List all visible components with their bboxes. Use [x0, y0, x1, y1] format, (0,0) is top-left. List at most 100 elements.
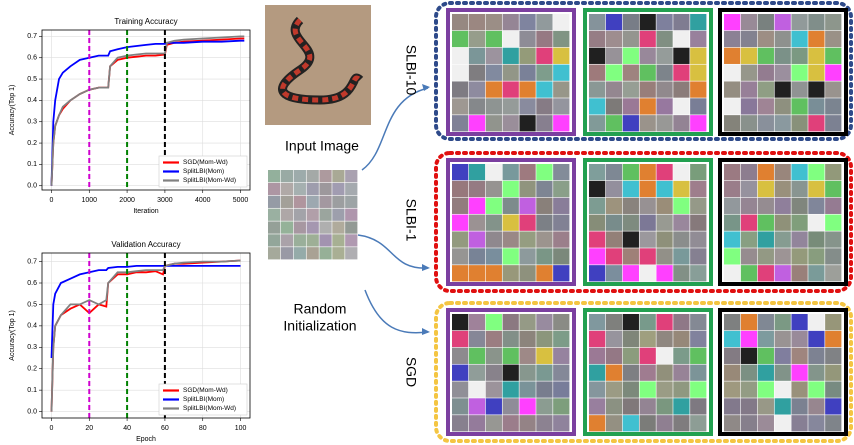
filter-cell	[758, 31, 774, 47]
filter-cell	[775, 81, 791, 97]
x-tick-label: 40	[123, 425, 131, 432]
filter-cell	[690, 248, 706, 264]
filter-cell	[690, 415, 706, 431]
filter-cell	[536, 115, 552, 131]
x-tick-label: 0	[50, 425, 54, 432]
filter-cell	[775, 198, 791, 214]
filter-cell	[281, 183, 293, 195]
y-tick-label: 0.7	[27, 258, 37, 265]
filter-cell	[724, 231, 740, 247]
filter-cell	[656, 398, 672, 414]
filter-grids	[448, 10, 846, 434]
filter-cell	[673, 181, 689, 197]
filter-cell	[536, 398, 552, 414]
filter-cell	[452, 14, 468, 30]
filter-cell	[623, 48, 639, 64]
filter-cell	[825, 331, 841, 347]
filter-cell	[775, 181, 791, 197]
filter-cell	[589, 348, 605, 364]
filter-cell	[758, 231, 774, 247]
filter-cell	[606, 31, 622, 47]
filter-cell	[536, 181, 552, 197]
filter-cell	[825, 115, 841, 131]
filter-cell	[775, 248, 791, 264]
filter-cell	[656, 415, 672, 431]
filter-cell	[808, 181, 824, 197]
filter-cell	[825, 398, 841, 414]
filter-cell	[469, 164, 485, 180]
filter-cell	[690, 348, 706, 364]
filter-cell	[724, 314, 740, 330]
filter-cell	[486, 164, 502, 180]
filter-cell	[307, 247, 319, 259]
filter-cell	[536, 98, 552, 114]
filter-cell	[319, 247, 331, 259]
filter-cell	[775, 65, 791, 81]
filter-cell	[724, 248, 740, 264]
filter-cell	[486, 115, 502, 131]
filter-cell	[673, 331, 689, 347]
filter-cell	[281, 221, 293, 233]
input-image	[265, 5, 371, 125]
filter-cell	[673, 265, 689, 281]
filter-cell	[825, 381, 841, 397]
filter-cell	[690, 31, 706, 47]
filter-cell	[486, 198, 502, 214]
filter-cell	[503, 265, 519, 281]
filter-cell	[741, 231, 757, 247]
y-tick-label: 0.6	[27, 55, 37, 62]
filter-cell	[319, 196, 331, 208]
y-tick-label: 0.4	[27, 97, 37, 104]
y-tick-label: 0.7	[27, 33, 37, 40]
filter-cell	[673, 231, 689, 247]
filter-cell	[589, 398, 605, 414]
filter-cell	[332, 183, 344, 195]
filter-cell	[673, 48, 689, 64]
y-tick-label: 0.2	[27, 140, 37, 147]
filter-cell	[519, 265, 535, 281]
filter-cell	[690, 164, 706, 180]
filter-cell	[486, 14, 502, 30]
filter-cell	[640, 265, 656, 281]
filter-cell	[469, 181, 485, 197]
filter-cell	[623, 65, 639, 81]
filter-cell	[741, 14, 757, 30]
filter-cell	[503, 314, 519, 330]
filter-cell	[724, 415, 740, 431]
filter-cell	[775, 215, 791, 231]
filter-cell	[690, 365, 706, 381]
filter-cell	[486, 265, 502, 281]
filter-cell	[724, 348, 740, 364]
filter-cell	[606, 198, 622, 214]
filter-cell	[758, 265, 774, 281]
filter-cell	[656, 14, 672, 30]
filter-cell	[589, 365, 605, 381]
filter-cell	[606, 314, 622, 330]
filter-cell	[775, 231, 791, 247]
filter-cell	[452, 331, 468, 347]
filter-cell	[623, 81, 639, 97]
filter-cell	[486, 398, 502, 414]
filter-cell	[758, 181, 774, 197]
filter-cell	[656, 65, 672, 81]
filter-cell	[553, 48, 569, 64]
filter-cell	[503, 81, 519, 97]
filter-cell	[623, 314, 639, 330]
filter-cell	[536, 248, 552, 264]
filter-cell	[553, 14, 569, 30]
filter-cell	[519, 248, 535, 264]
filter-cell	[469, 415, 485, 431]
filter-cell	[741, 48, 757, 64]
filter-cell	[623, 365, 639, 381]
filter-cell	[741, 115, 757, 131]
filter-cell	[519, 115, 535, 131]
filter-cell	[589, 98, 605, 114]
filter-cell	[294, 196, 306, 208]
filter-cell	[469, 265, 485, 281]
filter-cell	[825, 14, 841, 30]
filter-cell	[268, 247, 280, 259]
chart-title: Validation Accuracy	[111, 240, 180, 249]
x-axis-label: Epoch	[136, 436, 156, 443]
filter-cell	[640, 231, 656, 247]
filter-cell	[808, 81, 824, 97]
